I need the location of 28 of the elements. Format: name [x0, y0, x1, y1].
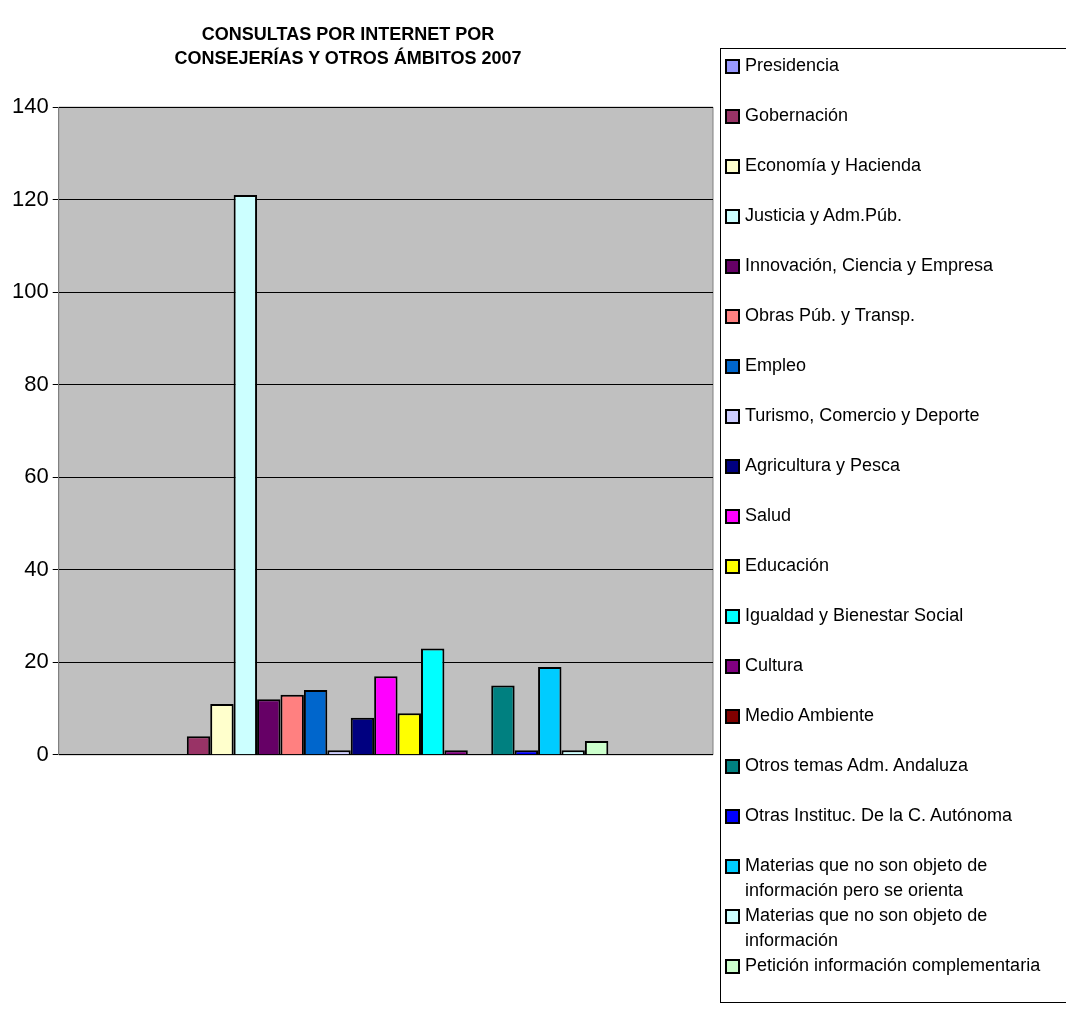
legend-label: Salud	[745, 504, 793, 527]
legend-label: Cultura	[745, 654, 805, 677]
legend-label: Gobernación	[745, 104, 850, 127]
legend-label: Petición información complementaria	[745, 954, 1042, 977]
legend-label: Presidencia	[745, 54, 841, 77]
legend-label: Justicia y Adm.Púb.	[745, 204, 904, 227]
legend-label: Otras Instituc. De la C. Autónoma	[745, 804, 1014, 827]
y-tick-label: 100	[11, 278, 49, 304]
legend-label: Innovación, Ciencia y Empresa	[745, 254, 995, 277]
legend-label: Igualdad y Bienestar Social	[745, 604, 965, 627]
legend-label: Agricultura y Pesca	[745, 454, 902, 477]
legend-label: Otros temas Adm. Andaluza	[745, 754, 970, 777]
y-tick-label: 40	[24, 555, 49, 581]
legend-label: Materias que no son objeto de información	[745, 904, 989, 952]
legend-label: Economía y Hacienda	[745, 154, 923, 177]
y-tick-label: 140	[11, 93, 49, 119]
legend-label: Materias que no son objeto de información pero se orienta	[745, 854, 989, 902]
y-tick-label: 120	[11, 185, 49, 211]
legend-label: Turismo, Comercio y Deporte	[745, 404, 981, 427]
y-tick-label: 20	[24, 648, 49, 674]
y-tick-label: 0	[36, 740, 49, 766]
y-tick-label: 60	[24, 463, 49, 489]
chart-title: CONSULTAS POR INTERNET POR CONSEJERÍAS Y OTROS ÁMBITOS 2007	[173, 23, 523, 70]
legend-label: Empleo	[745, 354, 808, 377]
legend-label: Educación	[745, 554, 831, 577]
legend-label: Obras Púb. y Transp.	[745, 304, 917, 327]
y-tick-label: 80	[24, 370, 49, 396]
legend-label: Medio Ambiente	[745, 704, 876, 727]
